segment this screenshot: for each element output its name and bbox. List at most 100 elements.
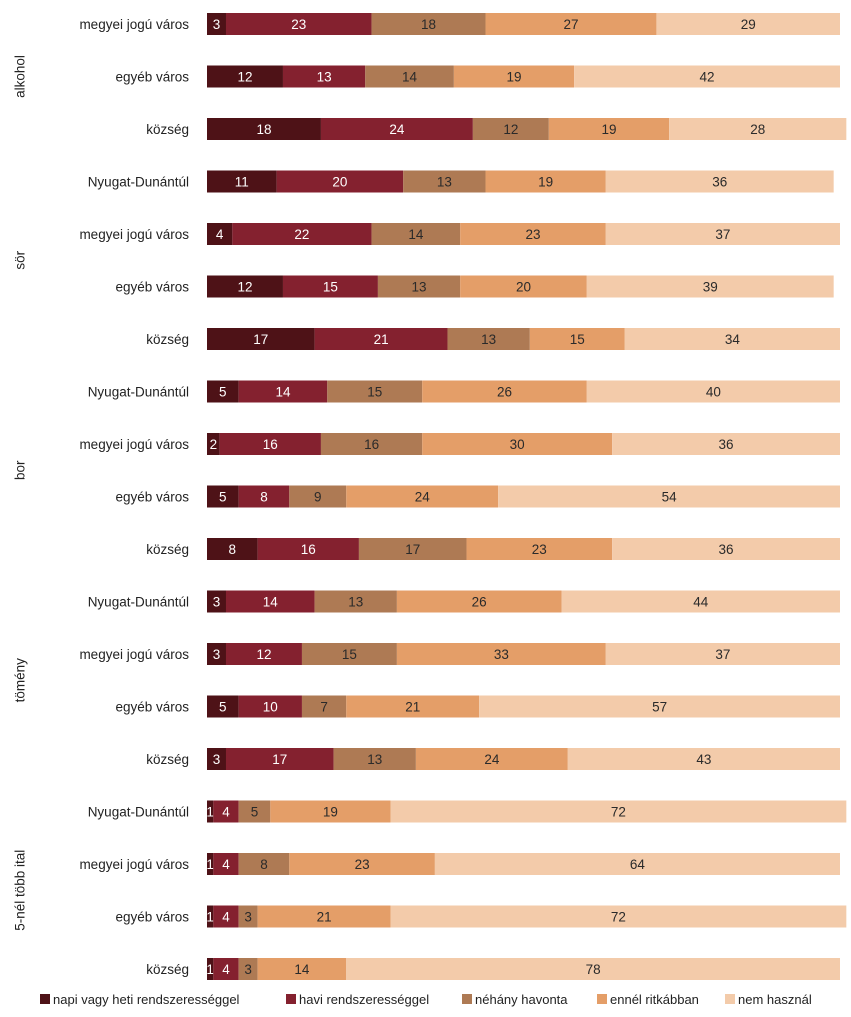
data-label: 23	[525, 227, 540, 242]
legend-swatch	[286, 994, 296, 1004]
data-label: 14	[263, 595, 279, 610]
data-label: 39	[703, 280, 718, 295]
data-label: 54	[662, 490, 678, 505]
row-label: község	[146, 752, 189, 767]
bar-segment	[605, 223, 840, 245]
data-label: 8	[260, 490, 268, 505]
bar-segment	[270, 800, 391, 823]
data-label: 10	[263, 700, 278, 715]
data-label: 36	[719, 542, 734, 557]
row-label: Nyugat-Dunántúl	[88, 175, 189, 190]
bar-segment	[605, 643, 840, 665]
bar-segment	[207, 65, 283, 88]
bar-segment	[238, 800, 271, 823]
data-label: 13	[437, 175, 452, 190]
data-label: 19	[506, 70, 521, 85]
data-label: 22	[294, 227, 309, 242]
data-label: 5	[219, 490, 227, 505]
data-label: 15	[342, 647, 357, 662]
bar-segment	[289, 853, 435, 875]
data-label: 12	[503, 122, 518, 137]
bar-segment	[333, 748, 416, 770]
data-label: 36	[719, 437, 734, 452]
data-label: 40	[706, 385, 721, 400]
data-label: 3	[213, 17, 221, 32]
bar-segment	[207, 748, 226, 770]
bar-segment	[213, 800, 239, 823]
data-label: 57	[652, 700, 667, 715]
bar-segment	[232, 223, 372, 245]
bar-segment	[669, 118, 847, 140]
bar-segment	[358, 538, 467, 560]
bar-segment	[225, 590, 315, 613]
row-label: község	[146, 542, 189, 557]
row-label: egyéb város	[115, 70, 189, 85]
bar-segment	[612, 538, 840, 560]
data-label: 21	[317, 910, 332, 925]
legend-swatch	[462, 994, 472, 1004]
bar-segment	[238, 485, 290, 508]
data-label: 29	[741, 17, 756, 32]
bar-segment	[207, 170, 277, 193]
data-label: 23	[355, 857, 370, 872]
data-label: 72	[611, 910, 626, 925]
bar-segment	[422, 380, 587, 403]
row-label: község	[146, 962, 189, 977]
data-label: 13	[412, 280, 427, 295]
legend-label: ennél ritkábban	[610, 992, 699, 1007]
data-label: 7	[320, 700, 328, 715]
bar-segment	[207, 800, 214, 823]
bar-segment	[453, 65, 575, 88]
data-label: 5	[251, 805, 259, 820]
data-label: 3	[244, 910, 252, 925]
bar-segment	[460, 223, 606, 245]
row-label: Nyugat-Dunántúl	[88, 595, 189, 610]
data-label: 44	[693, 595, 709, 610]
legend-swatch	[725, 994, 735, 1004]
data-label: 12	[256, 647, 271, 662]
data-label: 14	[408, 227, 424, 242]
bar-segment	[282, 275, 378, 298]
row-label: megyei jogú város	[79, 437, 189, 452]
bar-segment	[207, 13, 226, 35]
bar-segment	[238, 905, 258, 928]
data-label: 1	[206, 857, 214, 872]
bar-segment	[219, 433, 321, 455]
bar-segment	[301, 695, 347, 718]
data-label: 13	[317, 70, 332, 85]
bar-segment	[479, 695, 840, 718]
group-label: tömény	[13, 658, 28, 703]
data-label: 1	[206, 805, 214, 820]
data-label: 8	[260, 857, 268, 872]
data-label: 3	[213, 595, 221, 610]
bar-segment	[586, 380, 840, 403]
bar-segment	[207, 905, 214, 928]
bar-segment	[207, 433, 220, 455]
data-label: 4	[222, 910, 230, 925]
data-label: 1	[206, 910, 214, 925]
data-label: 18	[421, 17, 436, 32]
data-label: 3	[244, 962, 252, 977]
data-label: 11	[235, 175, 249, 190]
bar-segment	[238, 695, 302, 718]
bar-segment	[371, 223, 461, 245]
data-label: 20	[332, 175, 347, 190]
legend-label: napi vagy heti rendszerességgel	[53, 992, 240, 1007]
data-label: 14	[402, 70, 418, 85]
bar-segment	[207, 485, 239, 508]
data-label: 42	[700, 70, 715, 85]
legend-swatch	[40, 994, 50, 1004]
data-label: 30	[510, 437, 525, 452]
legend-label: nem használ	[738, 992, 812, 1007]
bar-segment	[207, 590, 226, 613]
bar-segment	[371, 13, 486, 35]
data-label: 19	[538, 175, 553, 190]
data-label: 19	[323, 805, 338, 820]
data-label: 23	[291, 17, 306, 32]
data-label: 24	[415, 490, 431, 505]
group-label: 5-nél több ital	[13, 850, 28, 931]
row-label: egyéb város	[115, 280, 189, 295]
data-label: 17	[272, 752, 287, 767]
bar-segment	[548, 118, 670, 140]
